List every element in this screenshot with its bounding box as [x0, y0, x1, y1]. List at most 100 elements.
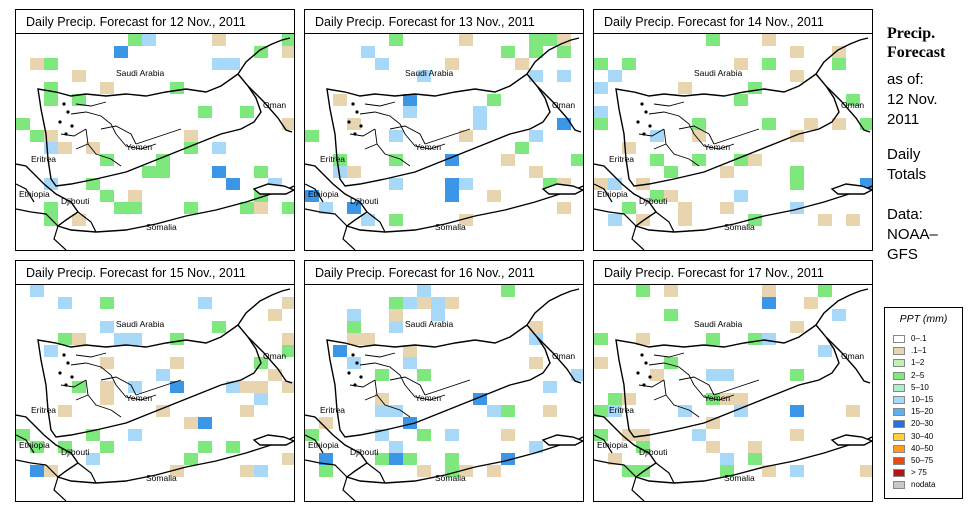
precip-cell — [664, 190, 678, 202]
border-line — [342, 476, 356, 501]
precip-cell — [571, 154, 583, 166]
legend-label: 10–15 — [911, 395, 934, 404]
panel-title: Daily Precip. Forecast for 12 Nov., 2011 — [16, 10, 294, 34]
precip-cell — [100, 82, 114, 94]
precip-cell — [58, 142, 72, 154]
precip-cell — [184, 202, 198, 214]
precip-cell — [100, 190, 114, 202]
border-line — [615, 324, 840, 438]
border-line — [454, 128, 471, 135]
border-line — [399, 409, 411, 418]
precip-cell — [594, 357, 608, 369]
forecast-panel-5: Daily Precip. Forecast for 16 Nov., 2011… — [304, 260, 584, 502]
border-line — [364, 352, 396, 358]
precip-cell — [403, 94, 417, 106]
forecast-panel-2: Daily Precip. Forecast for 13 Nov., 2011… — [304, 9, 584, 251]
precip-cell — [156, 369, 170, 381]
legend-swatch — [893, 408, 905, 417]
precip-cell — [254, 166, 268, 178]
forecast-panel-6: Daily Precip. Forecast for 17 Nov., 2011… — [593, 260, 873, 502]
precip-cell — [706, 333, 720, 345]
map-label-oman: Oman — [552, 351, 576, 361]
border-line — [663, 128, 690, 160]
precip-cell — [832, 118, 846, 130]
precip-cell — [762, 285, 776, 297]
border-line — [366, 211, 386, 233]
map-label-djibouti: Djibouti — [61, 196, 90, 206]
precip-cell — [608, 453, 622, 465]
panel-title: Daily Precip. Forecast for 15 Nov., 2011 — [16, 261, 294, 285]
precip-cell — [594, 82, 608, 94]
precip-cell — [594, 178, 608, 190]
precip-cell — [389, 154, 403, 166]
precip-cell — [487, 405, 501, 417]
border-line — [743, 379, 760, 386]
precip-cell — [156, 154, 170, 166]
border-line — [631, 476, 645, 501]
precip-cell — [557, 118, 571, 130]
map-label-oman: Oman — [263, 351, 287, 361]
border-line — [53, 225, 67, 250]
map-label-oman: Oman — [263, 100, 287, 110]
map-label-ethiopia: Ethiopia — [597, 189, 628, 199]
island-dot — [642, 132, 646, 136]
panel-map: Saudi Arabia Oman Yemen Eritrea Ethiopia Djib… — [305, 285, 583, 501]
legend-swatch — [893, 335, 905, 343]
precip-cell — [650, 190, 664, 202]
precip-cell — [389, 178, 403, 190]
map-canvas — [16, 285, 294, 501]
precip-cell — [571, 369, 583, 381]
map-label-eritrea: Eritrea — [31, 405, 57, 415]
border-line — [594, 434, 613, 454]
precip-cell — [846, 214, 860, 226]
precip-cell — [804, 118, 818, 130]
precip-cell — [254, 202, 268, 214]
precip-cell — [30, 285, 44, 297]
forecast-panel-4: Daily Precip. Forecast for 15 Nov., 2011… — [15, 260, 295, 502]
border-line — [305, 183, 324, 203]
precip-cell — [58, 333, 72, 345]
border-line — [305, 414, 583, 484]
precip-cell — [706, 417, 720, 429]
precip-cell — [72, 381, 86, 393]
precip-cell — [142, 166, 156, 178]
border-line — [53, 476, 67, 501]
map-label-somalia: Somalia — [146, 222, 177, 232]
precip-cell — [240, 405, 254, 417]
precip-cell — [529, 34, 543, 46]
precip-cell — [417, 429, 431, 441]
precip-cell — [16, 118, 30, 130]
border-line — [374, 379, 401, 411]
precip-cell — [636, 285, 650, 297]
precip-cell — [762, 297, 776, 309]
border-line — [693, 384, 735, 401]
precip-cell — [762, 34, 776, 46]
precip-cell — [762, 465, 776, 477]
precip-cell — [832, 46, 846, 58]
map-label-saudi: Saudi Arabia — [116, 68, 165, 78]
border-line — [653, 394, 667, 401]
map-label-djibouti: Djibouti — [639, 447, 668, 457]
precip-cell — [445, 297, 459, 309]
legend-swatch — [893, 371, 905, 380]
panel-title: Daily Precip. Forecast for 16 Nov., 2011 — [305, 261, 583, 285]
legend-swatch — [893, 420, 905, 429]
precip-cell — [818, 345, 832, 357]
legend-label: 5–10 — [911, 382, 929, 392]
border-line — [663, 379, 690, 411]
border-line — [526, 288, 580, 326]
border-line — [536, 336, 582, 384]
precip-cell — [128, 381, 142, 393]
border-line — [37, 73, 262, 187]
border-line — [305, 208, 348, 227]
island-dot — [58, 120, 62, 124]
border-line — [648, 362, 695, 386]
precip-cell — [198, 297, 212, 309]
precip-cell — [100, 381, 114, 393]
border-line — [655, 462, 675, 484]
island-dot — [347, 371, 351, 375]
precip-cell — [445, 58, 459, 70]
precip-cell — [529, 130, 543, 142]
precip-cell — [501, 405, 515, 417]
precip-cell — [594, 118, 608, 130]
